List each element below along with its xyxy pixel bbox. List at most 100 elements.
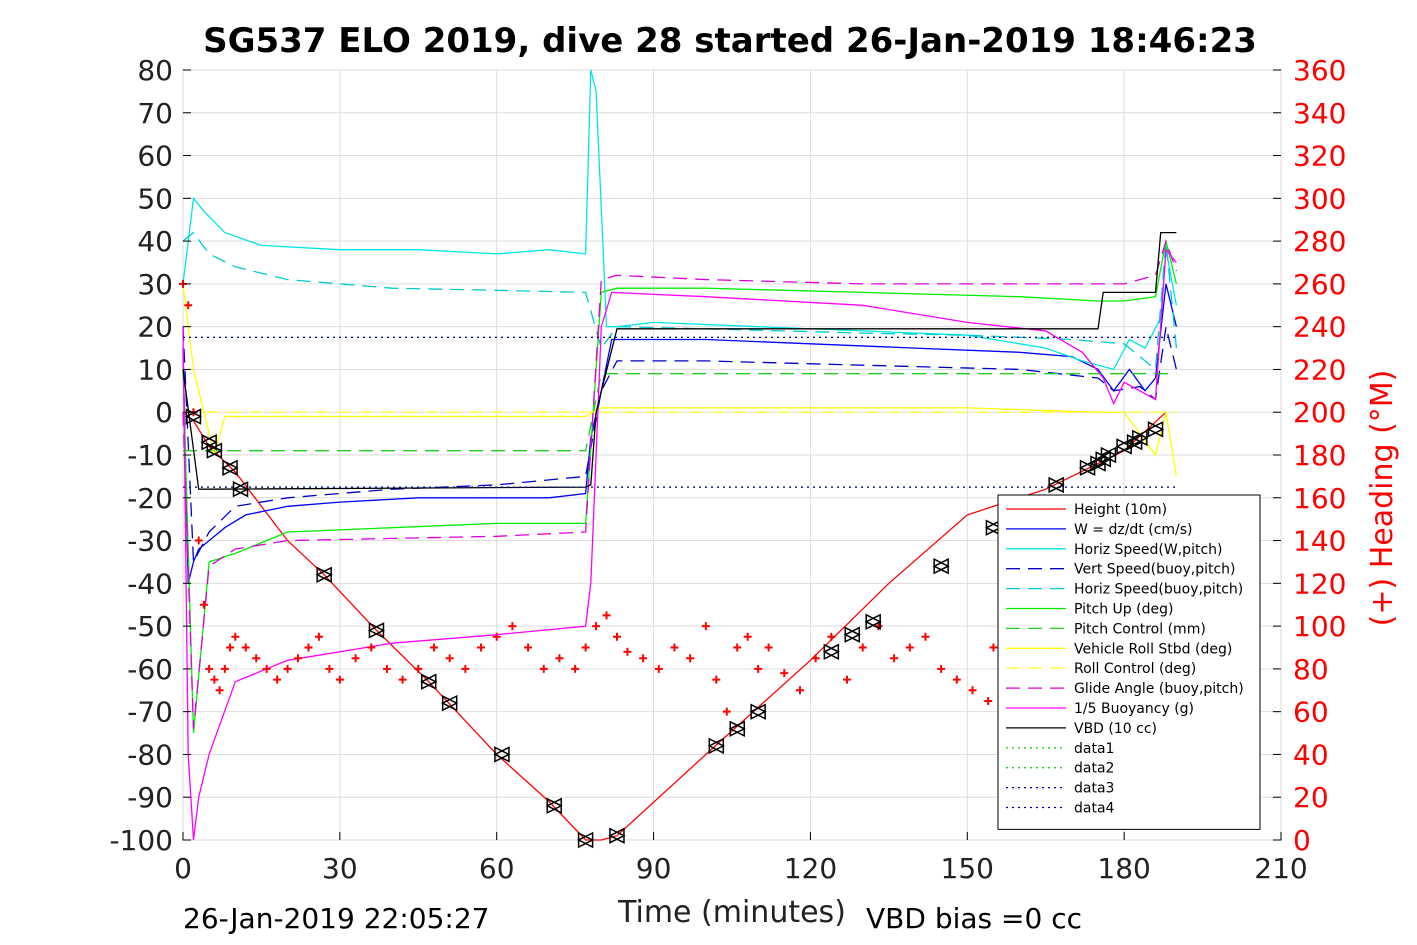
series-pitch-up-deg [182, 240, 1178, 734]
heading-point [445, 654, 454, 663]
right-tick-label: 200 [1293, 396, 1346, 429]
heading-point [989, 643, 998, 652]
height-marker [545, 797, 563, 814]
legend-label: 1/5 Buoyancy (g) [1074, 701, 1194, 717]
height-marker [932, 558, 950, 575]
height-marker [576, 831, 595, 849]
heading-point [524, 643, 533, 652]
heading-point [984, 696, 993, 705]
right-tick-label: 180 [1293, 439, 1346, 472]
heading-point [367, 643, 376, 652]
x-tick-label: 150 [941, 852, 994, 885]
heading-point [304, 643, 313, 652]
heading-point [722, 707, 731, 716]
heading-point [335, 675, 344, 684]
y-tick-label: 80 [137, 54, 173, 87]
heading-point [492, 632, 501, 641]
heading-point [858, 643, 867, 652]
legend-label: data2 [1074, 761, 1114, 777]
right-tick-label: 80 [1293, 653, 1329, 686]
heading-point [555, 654, 564, 663]
height-marker [231, 481, 250, 498]
heading-point [194, 536, 203, 545]
right-axis-label: (+) Heading (°M) [1365, 370, 1400, 627]
y-tick-label: 70 [137, 97, 173, 130]
y-tick-label: 60 [137, 140, 173, 173]
heading-point [701, 622, 710, 631]
right-tick-label: 260 [1293, 268, 1346, 301]
legend-label: VBD (10 cc) [1074, 721, 1157, 737]
x-tick-label: 60 [479, 852, 515, 885]
height-marker [1131, 429, 1149, 447]
series-pitch-control-mm [183, 373, 1177, 452]
y-tick-label: -10 [127, 439, 173, 472]
heading-point [921, 632, 930, 641]
heading-point [639, 654, 648, 663]
heading-point [539, 664, 548, 673]
x-tick-label: 90 [636, 852, 672, 885]
right-tick-label: 360 [1293, 54, 1346, 87]
heading-point [262, 664, 271, 673]
y-tick-label: -40 [127, 567, 173, 600]
legend-box [997, 494, 1261, 830]
heading-point [780, 669, 789, 678]
footer-vbd-bias: VBD bias =0 cc [866, 902, 1082, 935]
heading-point [215, 686, 224, 695]
y-tick-label: -90 [127, 781, 173, 814]
heading-point [843, 675, 852, 684]
legend-label: data4 [1074, 801, 1115, 817]
y-tick-label: 40 [137, 225, 173, 258]
heading-point [743, 632, 752, 641]
heading-point [937, 664, 946, 673]
footer-timestamp: 26-Jan-2019 22:05:27 [183, 902, 489, 935]
heading-point [827, 632, 836, 641]
legend-label: Horiz Speed(buoy,pitch) [1074, 582, 1243, 598]
y-tick-label: -20 [127, 482, 173, 515]
height-marker [822, 643, 841, 660]
height-marker [843, 626, 861, 643]
heading-point [184, 301, 193, 310]
heading-point [205, 664, 214, 673]
legend-label: W = dz/dt (cm/s) [1074, 522, 1193, 538]
heading-point [199, 600, 208, 609]
y-tick-label: -50 [127, 610, 173, 643]
right-tick-label: 100 [1293, 610, 1346, 643]
height-marker [864, 613, 882, 631]
right-tick-label: 20 [1293, 781, 1329, 814]
y-tick-label: 10 [137, 353, 173, 386]
right-tick-label: 280 [1293, 225, 1346, 258]
x-tick-label: 180 [1097, 852, 1150, 885]
heading-point [241, 643, 250, 652]
height-marker [1078, 459, 1097, 477]
heading-point [398, 675, 407, 684]
heading-point [571, 664, 580, 673]
tick-layer: 80706050403020100-10-20-30-40-50-60-70-8… [109, 54, 1346, 885]
heading-point [429, 643, 438, 652]
right-tick-label: 60 [1293, 696, 1329, 729]
legend-label: Vehicle Roll Stbd (deg) [1074, 641, 1232, 657]
heading-point [382, 664, 391, 673]
heading-point [905, 643, 914, 652]
heading-point [273, 675, 282, 684]
legend-label: Roll Control (deg) [1074, 661, 1196, 677]
height-marker [440, 694, 459, 712]
heading-point [283, 664, 292, 673]
height-marker [200, 433, 218, 451]
height-marker [1115, 438, 1133, 455]
right-tick-label: 300 [1293, 182, 1346, 215]
y-tick-label: -30 [127, 525, 173, 558]
heading-point [670, 643, 679, 652]
height-marker [1099, 446, 1118, 464]
heading-point [508, 622, 517, 631]
heading-point [325, 664, 334, 673]
height-marker [707, 737, 725, 755]
heading-point [294, 654, 303, 663]
marker-layer [179, 279, 1165, 849]
x-tick-label: 0 [174, 852, 192, 885]
height-marker [493, 746, 511, 763]
heading-point [581, 643, 590, 652]
y-tick-label: 0 [155, 396, 173, 429]
legend: Height (10m) W = dz/dt (cm/s) Horiz Speed(… [997, 494, 1261, 830]
height-marker [367, 622, 386, 639]
